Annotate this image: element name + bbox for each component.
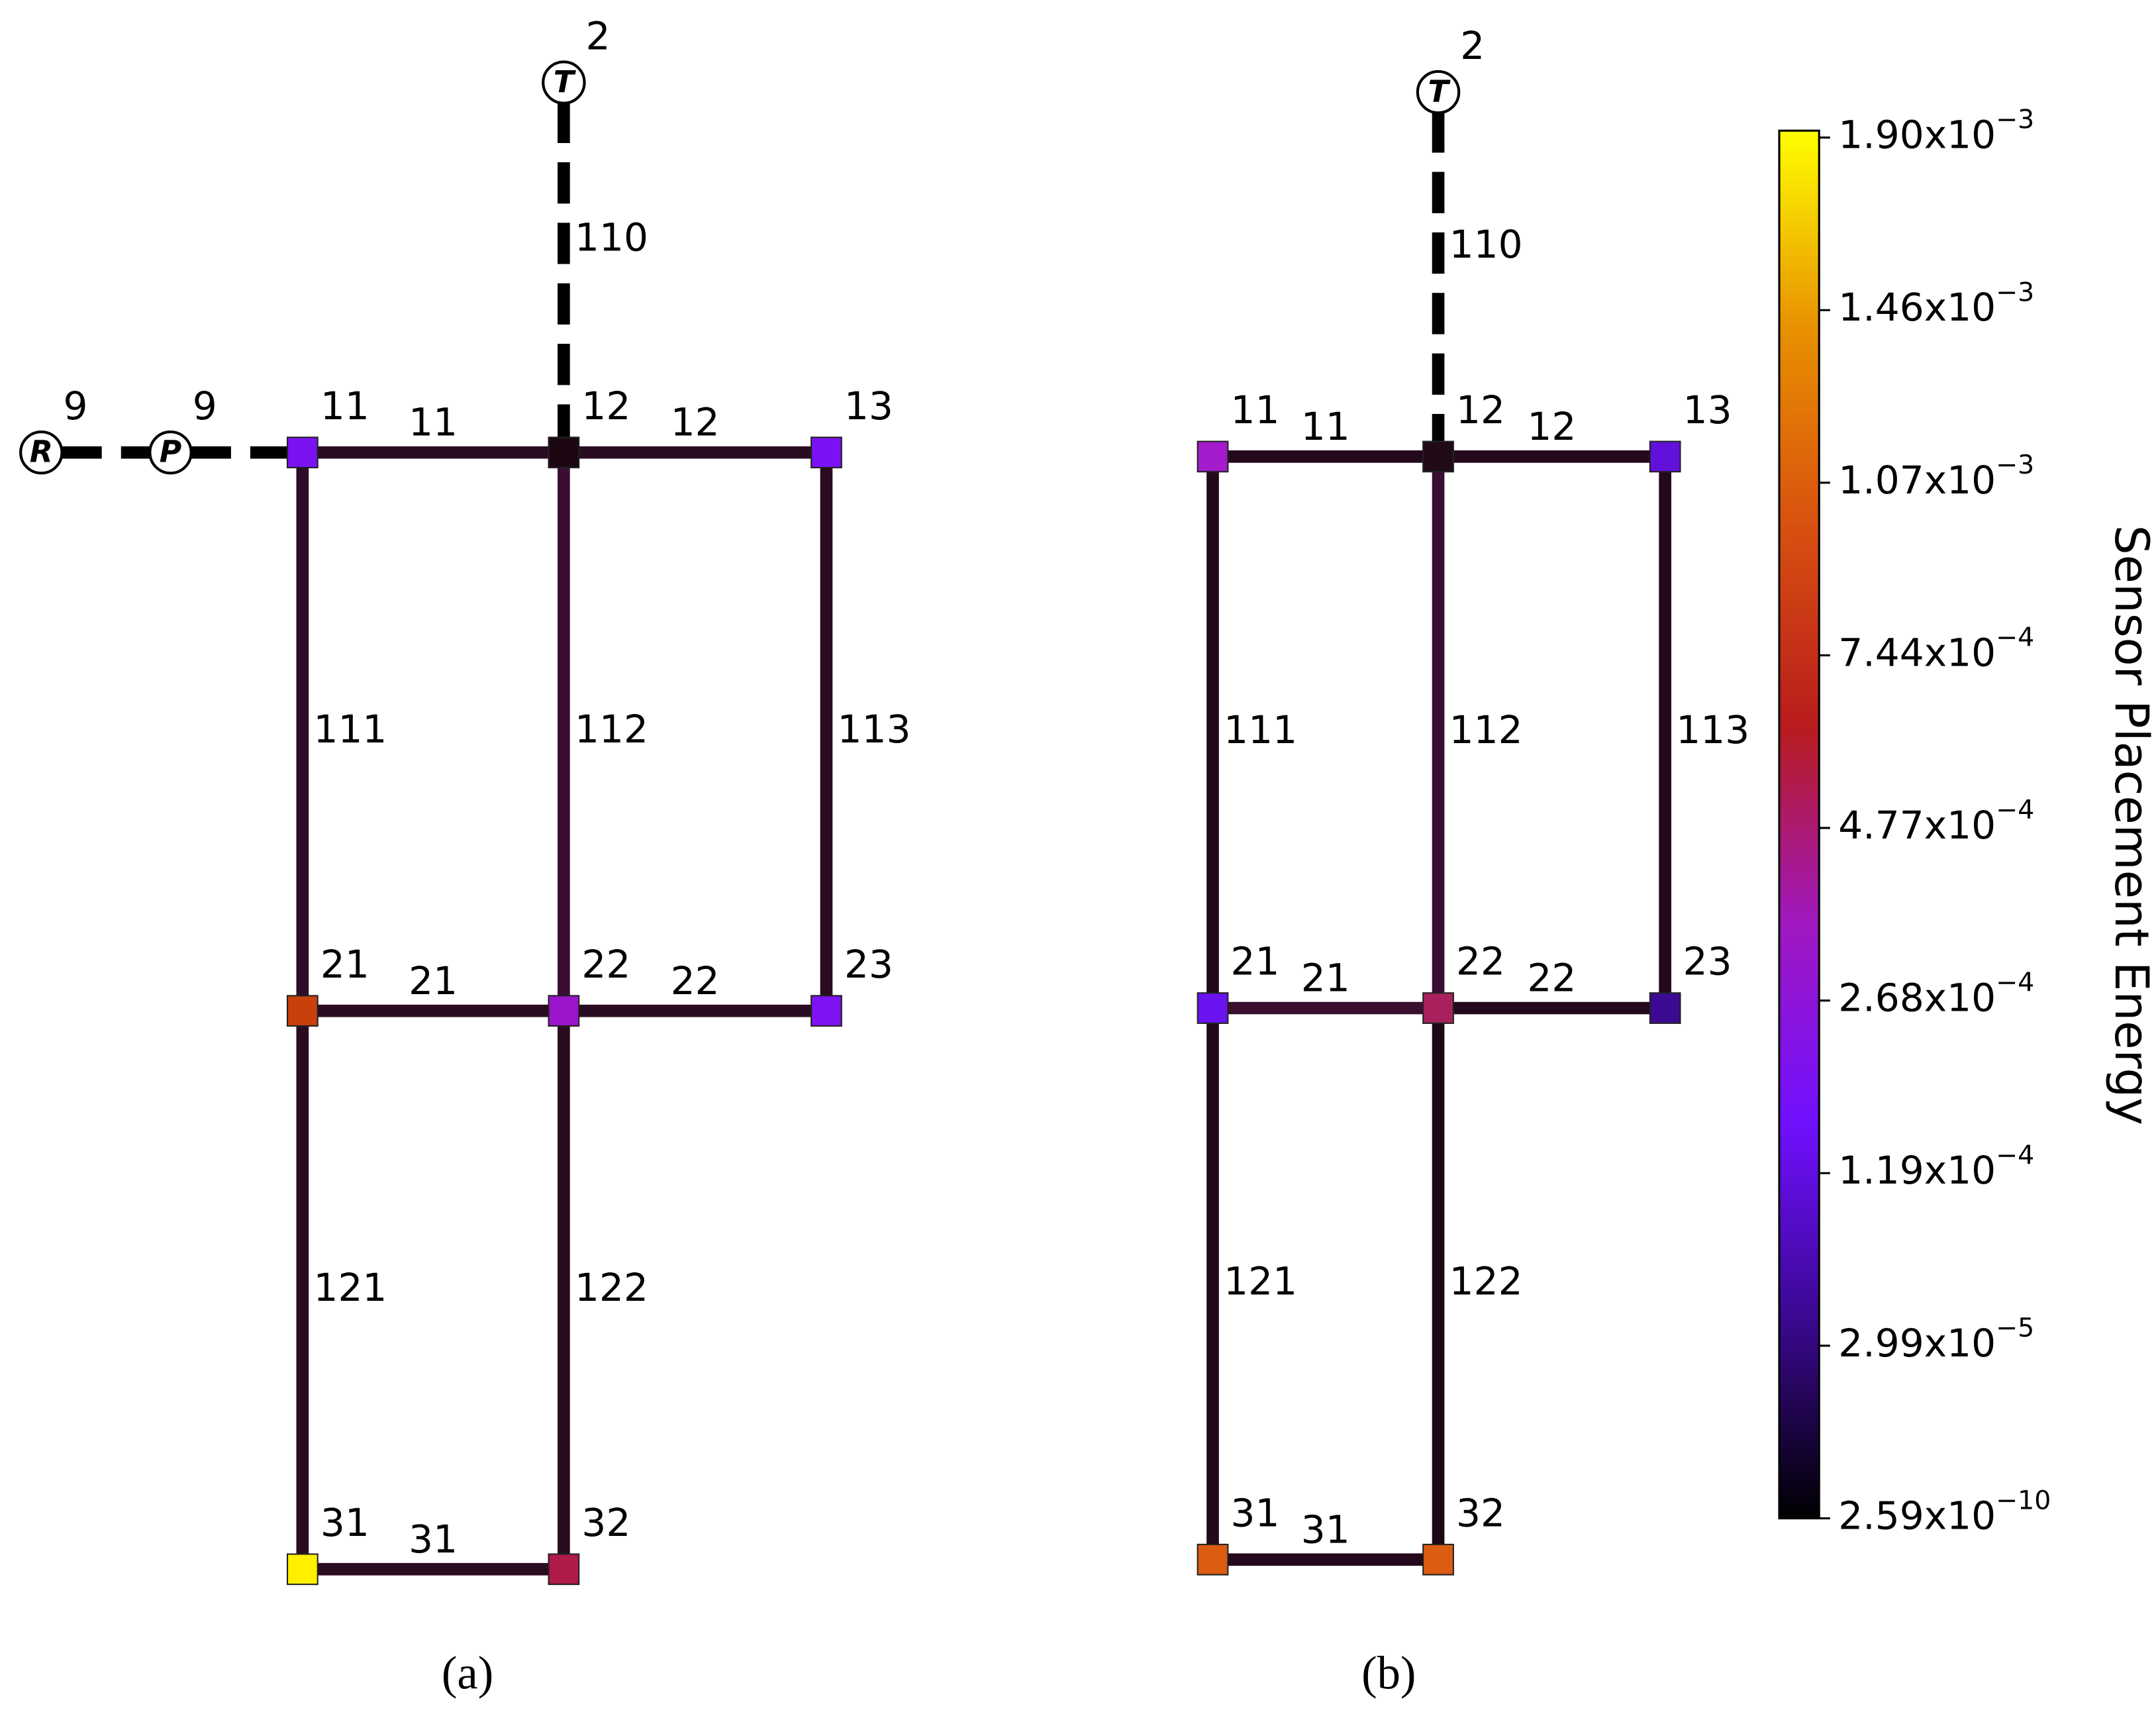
terminal-symbol: P: [160, 434, 181, 470]
tick-exp: −3: [1996, 104, 2034, 134]
node: [548, 995, 580, 1027]
node: [548, 436, 580, 469]
edge-label: 112: [575, 707, 648, 752]
tick-base: 1.07x10: [1838, 458, 1996, 503]
tick-base: 2.59x10: [1838, 1494, 1996, 1539]
node-label: 12: [581, 383, 630, 429]
edge-label: 31: [409, 1517, 458, 1562]
tick-base: 2.68x10: [1838, 976, 1996, 1021]
terminal-sup: 9: [64, 383, 88, 429]
edge-label: 21: [1301, 956, 1350, 1001]
node-label: 23: [844, 942, 893, 987]
edge-label: 11: [1301, 404, 1350, 449]
node: [286, 436, 318, 469]
edge-label: 111: [313, 707, 387, 752]
node-label: 13: [844, 383, 893, 429]
colorbar-tick-label: 2.68x10−4: [1838, 967, 2034, 1021]
node-label: 32: [1456, 1490, 1505, 1535]
node-label: 31: [320, 1500, 369, 1545]
terminal: [148, 430, 193, 475]
edge-label: 22: [671, 958, 720, 1003]
colorbar-title: Sensor Placement Energy: [2104, 525, 2156, 1125]
node: [1197, 992, 1229, 1024]
tick-exp: −4: [1996, 622, 2034, 652]
tick-exp: −5: [1996, 1312, 2034, 1343]
panel-label: (a): [442, 1648, 493, 1700]
tick-exp: −3: [1996, 449, 2034, 480]
colorbar-tick-label: 1.19x10−4: [1838, 1140, 2034, 1193]
node: [1422, 440, 1454, 473]
edge-label: 21: [409, 958, 458, 1003]
node-label: 12: [1456, 387, 1505, 432]
colorbar-tick-label: 2.99x10−5: [1838, 1312, 2034, 1366]
node-label: 21: [320, 942, 369, 987]
edge-label: 113: [838, 707, 911, 752]
node-label: 21: [1230, 939, 1279, 984]
node-label: 22: [1456, 939, 1505, 984]
tick-base: 2.99x10: [1838, 1321, 1996, 1366]
node: [810, 995, 842, 1027]
terminal-sup: 9: [193, 383, 217, 429]
node-label: 31: [1230, 1490, 1279, 1535]
tick-exp: −3: [1996, 277, 2034, 307]
colorbar-tick-label: 2.59x10−10: [1838, 1485, 2051, 1539]
edge-label: 122: [1449, 1259, 1523, 1304]
colorbar-tick-label: 4.77x10−4: [1838, 795, 2034, 848]
terminal: [19, 430, 64, 475]
edge-label: 110: [1449, 222, 1523, 267]
terminal: [1416, 70, 1461, 115]
tick-base: 1.46x10: [1838, 285, 1996, 330]
terminal-symbol: R: [30, 434, 53, 470]
terminal: [542, 60, 586, 105]
tick-base: 7.44x10: [1838, 631, 1996, 676]
tick-base: 1.19x10: [1838, 1148, 1996, 1193]
edge-label: 122: [575, 1265, 648, 1310]
node: [1197, 440, 1229, 473]
node: [1422, 992, 1454, 1024]
colorbar-tick-label: 1.90x10−3: [1838, 104, 2034, 158]
edge-label: 22: [1527, 956, 1576, 1001]
terminal-sup: 2: [1460, 23, 1485, 68]
edge-label: 113: [1676, 707, 1749, 752]
node: [1197, 1543, 1229, 1576]
colorbar-tick-label: 1.46x10−3: [1838, 277, 2034, 330]
node: [810, 436, 842, 469]
colorbar-tick-label: 7.44x10−4: [1838, 622, 2034, 676]
terminal-sup: 2: [586, 13, 611, 58]
node: [1649, 992, 1681, 1024]
node: [1422, 1543, 1454, 1576]
terminal-symbol: T: [554, 64, 577, 99]
panel-label: (b): [1361, 1648, 1416, 1700]
tick-base: 4.77x10: [1838, 803, 1996, 848]
tick-exp: −4: [1996, 967, 2034, 997]
tick-exp: −4: [1996, 795, 2034, 825]
node-label: 32: [581, 1500, 630, 1545]
node: [548, 1553, 580, 1586]
edge-label: 12: [671, 400, 720, 445]
node: [1649, 440, 1681, 473]
tick-exp: −10: [1996, 1485, 2051, 1515]
edge-label: 31: [1301, 1507, 1350, 1552]
edge-label: 121: [1224, 1259, 1297, 1304]
node: [286, 1553, 318, 1586]
terminal-symbol: T: [1428, 74, 1451, 109]
edge-label: 112: [1449, 707, 1523, 752]
edge-label: 121: [313, 1265, 387, 1310]
node: [286, 995, 318, 1027]
edge-label: 110: [575, 215, 648, 260]
colorbar-tick-label: 1.07x10−3: [1838, 449, 2034, 503]
tick-base: 1.90x10: [1838, 113, 1996, 158]
node-label: 13: [1683, 387, 1732, 432]
edge-label: 11: [409, 400, 458, 445]
edge-label: 12: [1527, 404, 1576, 449]
tick-exp: −4: [1996, 1140, 2034, 1170]
node-label: 22: [581, 942, 630, 987]
colorbar: [1778, 129, 1820, 1520]
node-label: 11: [1230, 387, 1279, 432]
edge-label: 111: [1224, 707, 1297, 752]
node-label: 23: [1683, 939, 1732, 984]
node-label: 11: [320, 383, 369, 429]
